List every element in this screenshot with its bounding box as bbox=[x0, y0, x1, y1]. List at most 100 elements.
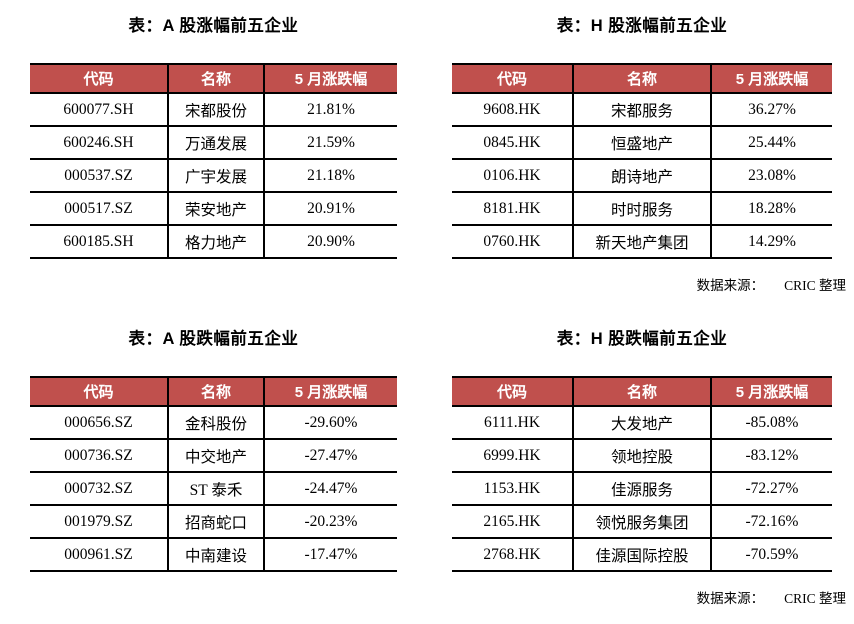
table-row: 000656.SZ 金科股份 -29.60% bbox=[30, 407, 397, 440]
cell-name: 万通发展 bbox=[167, 127, 263, 160]
col-header-change: 5 月涨跌幅 bbox=[710, 63, 832, 94]
cell-name: 宋都服务 bbox=[572, 94, 710, 127]
cell-name: 新天地产集团 bbox=[572, 226, 710, 259]
cell-name: 领地控股 bbox=[572, 440, 710, 473]
col-header-name: 名称 bbox=[572, 376, 710, 407]
cell-code: 0760.HK bbox=[452, 226, 572, 259]
table-row: 8181.HK 时时服务 18.28% bbox=[452, 193, 832, 226]
table-title: 表：A 股跌幅前五企业 bbox=[128, 330, 299, 348]
cell-name: 招商蛇口 bbox=[167, 506, 263, 539]
header-row: 代码 名称 5 月涨跌幅 bbox=[30, 376, 397, 407]
table-row: 0106.HK 朗诗地产 23.08% bbox=[452, 160, 832, 193]
table-row: 6999.HK 领地控股 -83.12% bbox=[452, 440, 832, 473]
a-share-losers-table: 代码 名称 5 月涨跌幅 000656.SZ 金科股份 -29.60% 0007… bbox=[30, 376, 397, 572]
source-value: CRIC 整理 bbox=[784, 591, 846, 606]
table-row: 0760.HK 新天地产集团 14.29% bbox=[452, 226, 832, 259]
col-header-name: 名称 bbox=[167, 63, 263, 94]
cell-code: 000736.SZ bbox=[30, 440, 167, 473]
table-row: 2165.HK 领悦服务集团 -72.16% bbox=[452, 506, 832, 539]
cell-change: -85.08% bbox=[710, 407, 832, 440]
cell-name: 领悦服务集团 bbox=[572, 506, 710, 539]
cell-change: 20.90% bbox=[263, 226, 397, 259]
cell-code: 8181.HK bbox=[452, 193, 572, 226]
cell-name: 时时服务 bbox=[572, 193, 710, 226]
cell-name: 中交地产 bbox=[167, 440, 263, 473]
cell-code: 600077.SH bbox=[30, 94, 167, 127]
cell-change: 23.08% bbox=[710, 160, 832, 193]
a-share-losers-section: 表：A 股跌幅前五企业 代码 名称 5 月涨跌幅 000656.SZ 金科股份 … bbox=[30, 327, 397, 572]
cell-code: 2165.HK bbox=[452, 506, 572, 539]
header-row: 代码 名称 5 月涨跌幅 bbox=[452, 376, 832, 407]
table-row: 000732.SZ ST 泰禾 -24.47% bbox=[30, 473, 397, 506]
cell-name: 朗诗地产 bbox=[572, 160, 710, 193]
data-source-note: 数据来源： CRIC 整理 bbox=[452, 587, 846, 607]
cell-code: 9608.HK bbox=[452, 94, 572, 127]
table-row: 000537.SZ 广宇发展 21.18% bbox=[30, 160, 397, 193]
header-row: 代码 名称 5 月涨跌幅 bbox=[452, 63, 832, 94]
cell-change: -70.59% bbox=[710, 539, 832, 572]
cell-change: -29.60% bbox=[263, 407, 397, 440]
cell-name: 佳源服务 bbox=[572, 473, 710, 506]
cell-code: 001979.SZ bbox=[30, 506, 167, 539]
table-row: 600185.SH 格力地产 20.90% bbox=[30, 226, 397, 259]
cell-name: 广宇发展 bbox=[167, 160, 263, 193]
cell-change: 21.18% bbox=[263, 160, 397, 193]
cell-code: 600185.SH bbox=[30, 226, 167, 259]
cell-name: 中南建设 bbox=[167, 539, 263, 572]
source-label: 数据来源： bbox=[696, 278, 765, 293]
table-row: 001979.SZ 招商蛇口 -20.23% bbox=[30, 506, 397, 539]
cell-code: 000517.SZ bbox=[30, 193, 167, 226]
cell-name: 佳源国际控股 bbox=[572, 539, 710, 572]
col-header-name: 名称 bbox=[167, 376, 263, 407]
col-header-code: 代码 bbox=[30, 376, 167, 407]
cell-change: -24.47% bbox=[263, 473, 397, 506]
cell-change: 21.81% bbox=[263, 94, 397, 127]
header-row: 代码 名称 5 月涨跌幅 bbox=[30, 63, 397, 94]
h-share-losers-table: 代码 名称 5 月涨跌幅 6111.HK 大发地产 -85.08% 6999.H… bbox=[452, 376, 832, 572]
col-header-code: 代码 bbox=[452, 376, 572, 407]
cell-name: 格力地产 bbox=[167, 226, 263, 259]
h-share-losers-section: 表：H 股跌幅前五企业 代码 名称 5 月涨跌幅 6111.HK 大发地产 -8… bbox=[452, 327, 846, 607]
table-row: 600077.SH 宋都股份 21.81% bbox=[30, 94, 397, 127]
cell-change: 25.44% bbox=[710, 127, 832, 160]
table-row: 9608.HK 宋都服务 36.27% bbox=[452, 94, 832, 127]
cell-change: -72.27% bbox=[710, 473, 832, 506]
cell-change: 18.28% bbox=[710, 193, 832, 226]
cell-change: -20.23% bbox=[263, 506, 397, 539]
cell-code: 6111.HK bbox=[452, 407, 572, 440]
cell-change: 20.91% bbox=[263, 193, 397, 226]
table-title: 表：H 股跌幅前五企业 bbox=[556, 330, 728, 348]
table-row: 2768.HK 佳源国际控股 -70.59% bbox=[452, 539, 832, 572]
h-share-gainers-table: 代码 名称 5 月涨跌幅 9608.HK 宋都服务 36.27% 0845.HK… bbox=[452, 63, 832, 259]
cell-change: -83.12% bbox=[710, 440, 832, 473]
table-row: 6111.HK 大发地产 -85.08% bbox=[452, 407, 832, 440]
source-label: 数据来源： bbox=[696, 591, 765, 606]
table-title: 表：A 股涨幅前五企业 bbox=[128, 17, 299, 35]
cell-name: ST 泰禾 bbox=[167, 473, 263, 506]
col-header-change: 5 月涨跌幅 bbox=[263, 376, 397, 407]
table-row: 0845.HK 恒盛地产 25.44% bbox=[452, 127, 832, 160]
cell-code: 000732.SZ bbox=[30, 473, 167, 506]
cell-change: 21.59% bbox=[263, 127, 397, 160]
col-header-code: 代码 bbox=[452, 63, 572, 94]
cell-change: 14.29% bbox=[710, 226, 832, 259]
cell-code: 0845.HK bbox=[452, 127, 572, 160]
cell-name: 荣安地产 bbox=[167, 193, 263, 226]
cell-change: -17.47% bbox=[263, 539, 397, 572]
cell-code: 000537.SZ bbox=[30, 160, 167, 193]
cell-code: 2768.HK bbox=[452, 539, 572, 572]
table-row: 000961.SZ 中南建设 -17.47% bbox=[30, 539, 397, 572]
cell-name: 宋都股份 bbox=[167, 94, 263, 127]
col-header-change: 5 月涨跌幅 bbox=[710, 376, 832, 407]
a-share-gainers-table: 代码 名称 5 月涨跌幅 600077.SH 宋都股份 21.81% 60024… bbox=[30, 63, 397, 259]
table-row: 1153.HK 佳源服务 -72.27% bbox=[452, 473, 832, 506]
table-row: 600246.SH 万通发展 21.59% bbox=[30, 127, 397, 160]
col-header-code: 代码 bbox=[30, 63, 167, 94]
cell-code: 600246.SH bbox=[30, 127, 167, 160]
table-title: 表：H 股涨幅前五企业 bbox=[556, 17, 728, 35]
cell-name: 金科股份 bbox=[167, 407, 263, 440]
cell-change: 36.27% bbox=[710, 94, 832, 127]
cell-code: 6999.HK bbox=[452, 440, 572, 473]
a-share-gainers-section: 表：A 股涨幅前五企业 代码 名称 5 月涨跌幅 600077.SH 宋都股份 … bbox=[30, 14, 397, 259]
